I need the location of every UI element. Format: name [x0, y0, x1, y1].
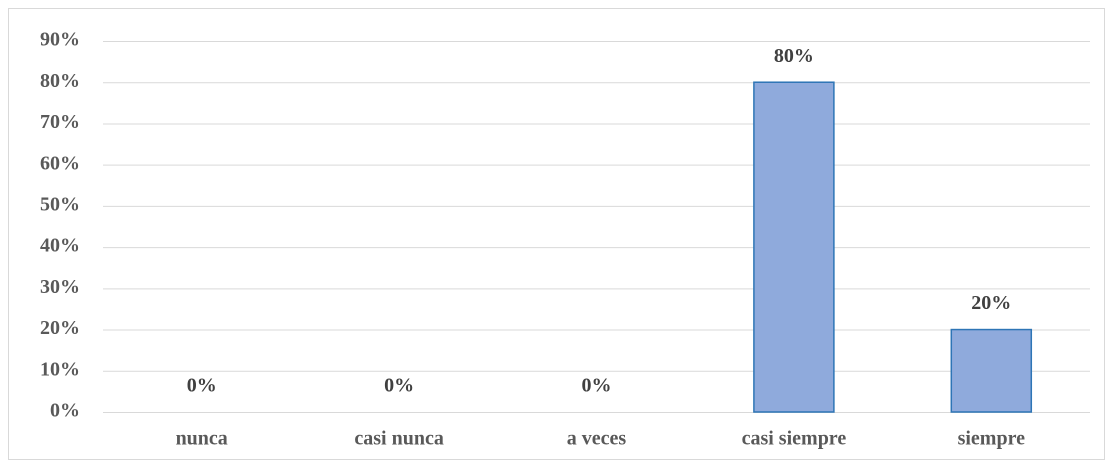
x-tick-label: siempre	[958, 428, 1026, 450]
y-tick-label: 80%	[40, 70, 80, 92]
y-tick-label: 0%	[50, 400, 80, 422]
data-label: 0%	[384, 375, 414, 397]
y-tick-label: 60%	[40, 152, 80, 174]
y-tick-label: 50%	[40, 193, 80, 215]
x-tick-label: casi siempre	[742, 428, 847, 450]
data-label: 0%	[582, 375, 612, 397]
bar	[753, 81, 835, 413]
y-tick-label: 30%	[40, 276, 80, 298]
x-tick-label: a veces	[567, 428, 627, 450]
y-tick-label: 40%	[40, 235, 80, 257]
y-tick-label: 90%	[40, 29, 80, 51]
data-label: 0%	[187, 375, 217, 397]
y-tick-label: 20%	[40, 317, 80, 339]
chart-border	[8, 8, 1105, 460]
y-tick-label: 70%	[40, 111, 80, 133]
y-tick-label: 10%	[40, 358, 80, 380]
bar	[950, 328, 1033, 413]
data-label: 80%	[774, 45, 814, 67]
x-tick-label: casi nunca	[354, 428, 443, 450]
x-tick-label: nunca	[176, 428, 228, 450]
data-label: 20%	[971, 292, 1011, 314]
